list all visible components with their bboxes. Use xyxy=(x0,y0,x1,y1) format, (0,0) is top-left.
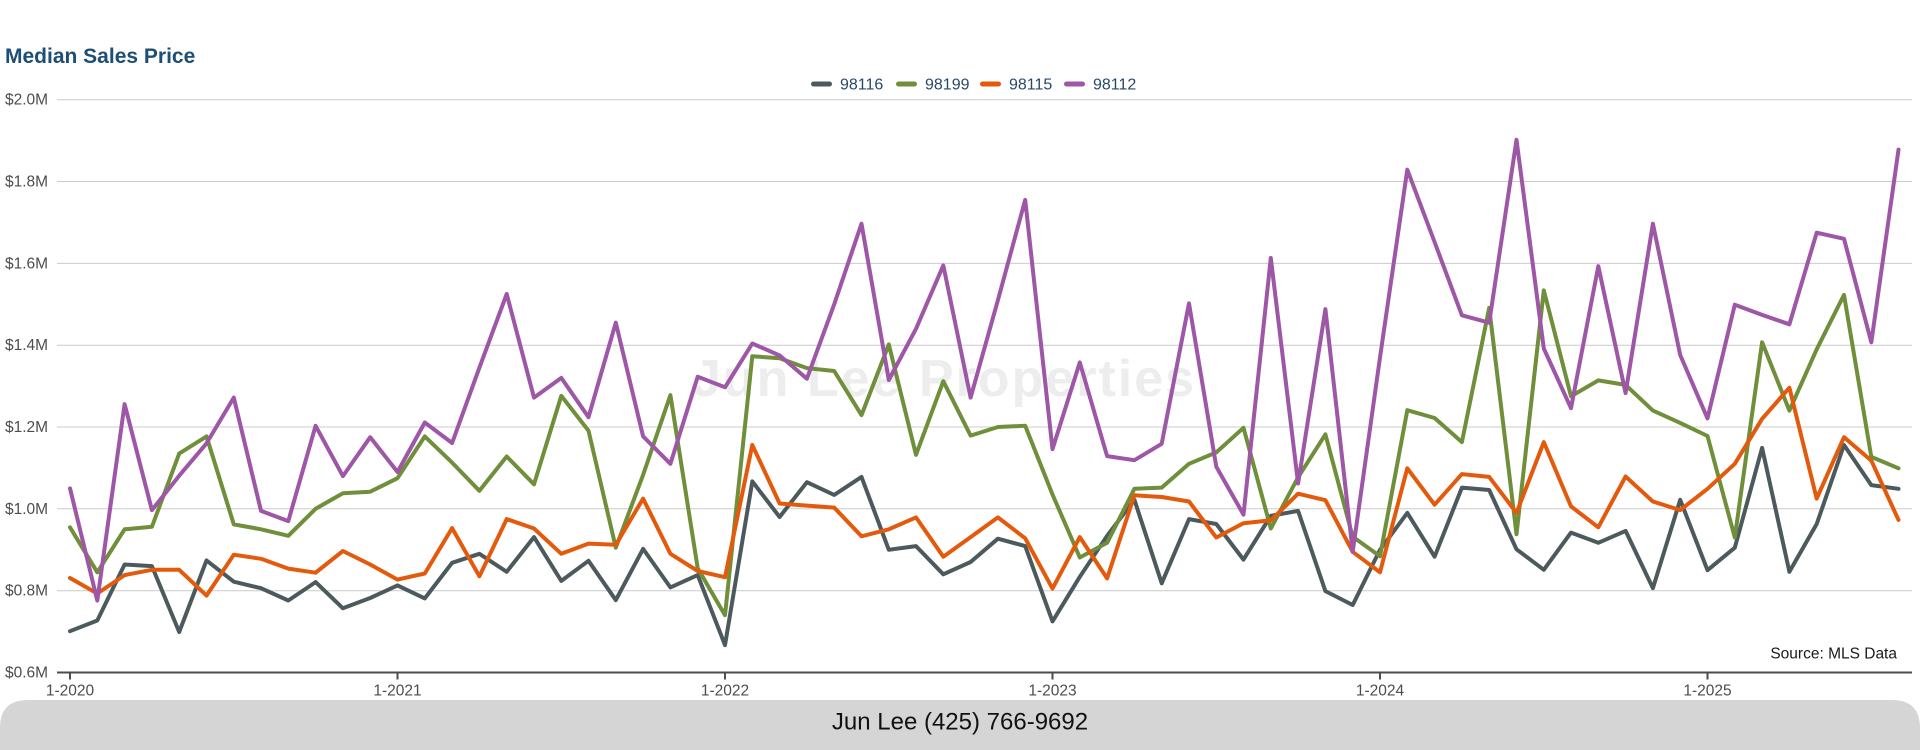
svg-text:$0.8M: $0.8M xyxy=(5,583,48,600)
svg-text:1-2025: 1-2025 xyxy=(1683,683,1731,700)
svg-text:$0.6M: $0.6M xyxy=(5,665,48,682)
svg-text:98199: 98199 xyxy=(925,77,970,94)
svg-text:$1.0M: $1.0M xyxy=(5,501,48,518)
svg-text:1-2022: 1-2022 xyxy=(701,683,749,700)
svg-text:Median Sales Price: Median Sales Price xyxy=(5,45,195,68)
svg-text:1-2020: 1-2020 xyxy=(46,683,95,700)
svg-text:$1.4M: $1.4M xyxy=(5,337,48,354)
svg-text:1-2023: 1-2023 xyxy=(1028,683,1076,700)
svg-text:98116: 98116 xyxy=(840,77,883,94)
svg-text:1-2021: 1-2021 xyxy=(373,683,421,700)
svg-text:Source: MLS Data: Source: MLS Data xyxy=(1770,646,1897,663)
svg-text:98115: 98115 xyxy=(1009,77,1052,94)
svg-text:98112: 98112 xyxy=(1093,77,1136,94)
svg-text:$1.8M: $1.8M xyxy=(5,174,48,191)
svg-text:1-2024: 1-2024 xyxy=(1356,683,1405,700)
svg-text:Jun Lee (425) 766-9692: Jun Lee (425) 766-9692 xyxy=(832,709,1088,736)
svg-text:$1.6M: $1.6M xyxy=(5,255,48,272)
svg-text:$2.0M: $2.0M xyxy=(5,92,48,109)
svg-text:$1.2M: $1.2M xyxy=(5,419,48,436)
